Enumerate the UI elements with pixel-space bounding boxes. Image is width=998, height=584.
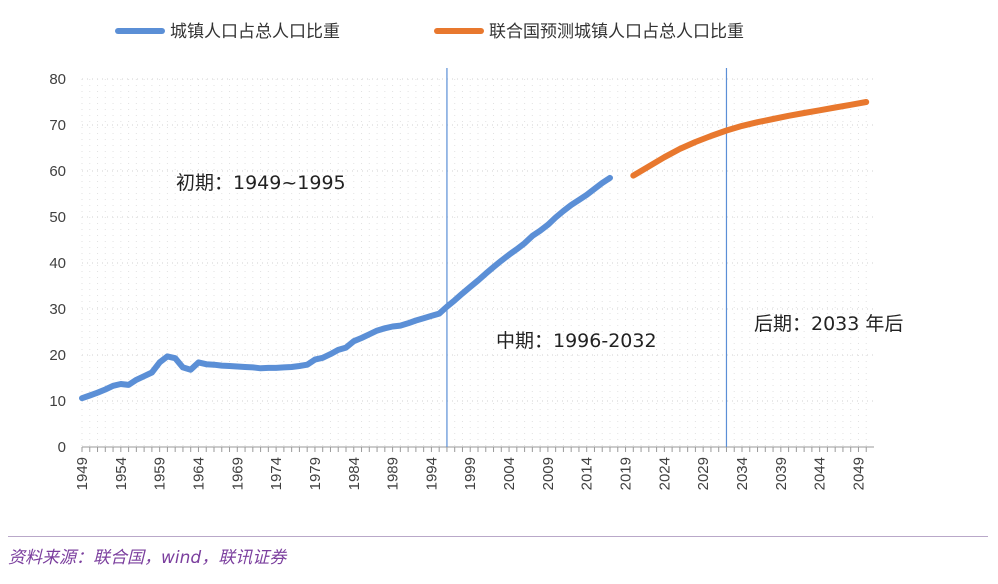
x-tick-label: 1969 <box>229 457 246 490</box>
footer-divider <box>8 536 988 537</box>
x-tick-label: 2024 <box>656 457 673 490</box>
x-tick-label: 1954 <box>113 457 130 490</box>
x-tick-label: 2014 <box>579 457 596 490</box>
source-note: 资料来源：联合国，wind，联讯证券 <box>8 548 287 568</box>
x-tick-label: 2044 <box>812 457 829 490</box>
x-tick-label: 1999 <box>462 457 479 490</box>
x-tick-label: 1949 <box>74 457 91 490</box>
series-line-urban <box>79 174 613 402</box>
x-tick-label: 2009 <box>540 457 557 490</box>
urbanization-chart: 0 10 20 30 40 50 60 70 80 1949 1954 1959 1964 1969 197… <box>49 22 903 490</box>
y-tick-label: 80 <box>49 71 66 88</box>
y-tick-label: 70 <box>49 117 66 134</box>
phase-dividers <box>446 68 728 447</box>
x-tick-label: 1984 <box>346 457 363 490</box>
x-tick-label: 2029 <box>695 457 712 490</box>
x-tick-label: 2019 <box>618 457 635 490</box>
y-tick-label: 40 <box>49 255 66 272</box>
grid-lines <box>81 78 874 447</box>
y-tick-label: 10 <box>49 393 66 410</box>
y-tick-label: 60 <box>49 163 66 180</box>
x-tick-label: 1964 <box>190 457 207 490</box>
x-tick-label: 2004 <box>501 457 518 490</box>
legend-label-urban: 城镇人口占总人口比重 <box>170 22 340 42</box>
x-tick-label: 1979 <box>307 457 324 490</box>
x-tick-label: 2034 <box>734 457 751 490</box>
legend-label-un-forecast: 联合国预测城镇人口占总人口比重 <box>489 22 744 42</box>
x-tick-label: 1994 <box>423 457 440 490</box>
legend: 城镇人口占总人口比重 联合国预测城镇人口占总人口比重 <box>115 22 744 42</box>
y-tick-label: 20 <box>49 347 66 364</box>
annotation-late-phase: 后期：2033 年后 <box>754 313 903 335</box>
x-tick-label: 1959 <box>152 457 169 490</box>
axes: 0 10 20 30 40 50 60 70 80 1949 1954 1959 1964 1969 197… <box>49 71 874 490</box>
series-line-un-forecast <box>630 99 870 179</box>
y-tick-label: 0 <box>58 439 66 456</box>
annotation-middle-phase: 中期：1996-2032 <box>496 330 657 352</box>
x-tick-label: 2039 <box>773 457 790 490</box>
x-tick-label: 2049 <box>850 457 867 490</box>
y-tick-label: 50 <box>49 209 66 226</box>
x-tick-label: 1989 <box>385 457 402 490</box>
y-tick-label: 30 <box>49 301 66 318</box>
annotation-early-phase: 初期：1949~1995 <box>176 172 346 194</box>
x-tick-label: 1974 <box>268 457 285 490</box>
series-lines <box>79 99 870 402</box>
